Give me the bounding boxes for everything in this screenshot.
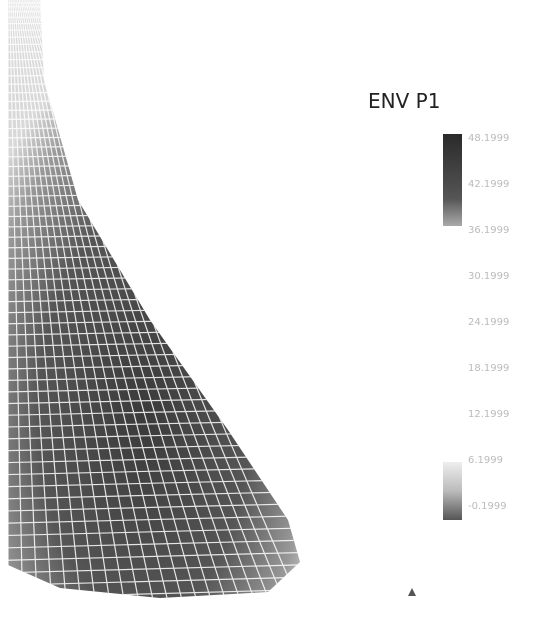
legend-label: 48.1999 xyxy=(468,133,509,144)
legend-title: ENV P1 xyxy=(368,89,440,113)
grid-line xyxy=(0,74,320,76)
legend-label: 42.1999 xyxy=(468,179,509,190)
grid-line xyxy=(0,51,320,52)
legend-label: 36.1999 xyxy=(468,225,509,236)
legend-label: 24.1999 xyxy=(468,317,509,328)
grid-line xyxy=(0,29,320,30)
mesh xyxy=(0,0,320,610)
grid-line xyxy=(0,23,320,24)
grid-line xyxy=(0,91,320,93)
legend-labels: 48.1999 42.1999 36.1999 30.1999 24.1999 18.19… xyxy=(468,133,509,512)
figure: ENV P1 48.1999 42.1999 36.1999 30.1999 24.19… xyxy=(0,0,548,634)
grid-line xyxy=(0,58,320,59)
grid-line xyxy=(0,82,320,84)
color-bar-top xyxy=(443,134,462,226)
grid-line xyxy=(0,66,320,68)
legend-label: 18.1999 xyxy=(468,363,509,374)
color-bar-bottom xyxy=(443,462,462,520)
contour-fill xyxy=(0,0,320,610)
marker xyxy=(408,588,416,596)
legend-label: 30.1999 xyxy=(468,271,509,282)
grid-line xyxy=(0,36,320,37)
legend-label: -0.1999 xyxy=(468,501,507,512)
page: ENV P1 48.1999 42.1999 36.1999 30.1999 24.19… xyxy=(0,0,548,634)
legend-label: 6.1999 xyxy=(468,455,503,466)
legend-label: 12.1999 xyxy=(468,409,509,420)
grid-line xyxy=(0,43,320,44)
